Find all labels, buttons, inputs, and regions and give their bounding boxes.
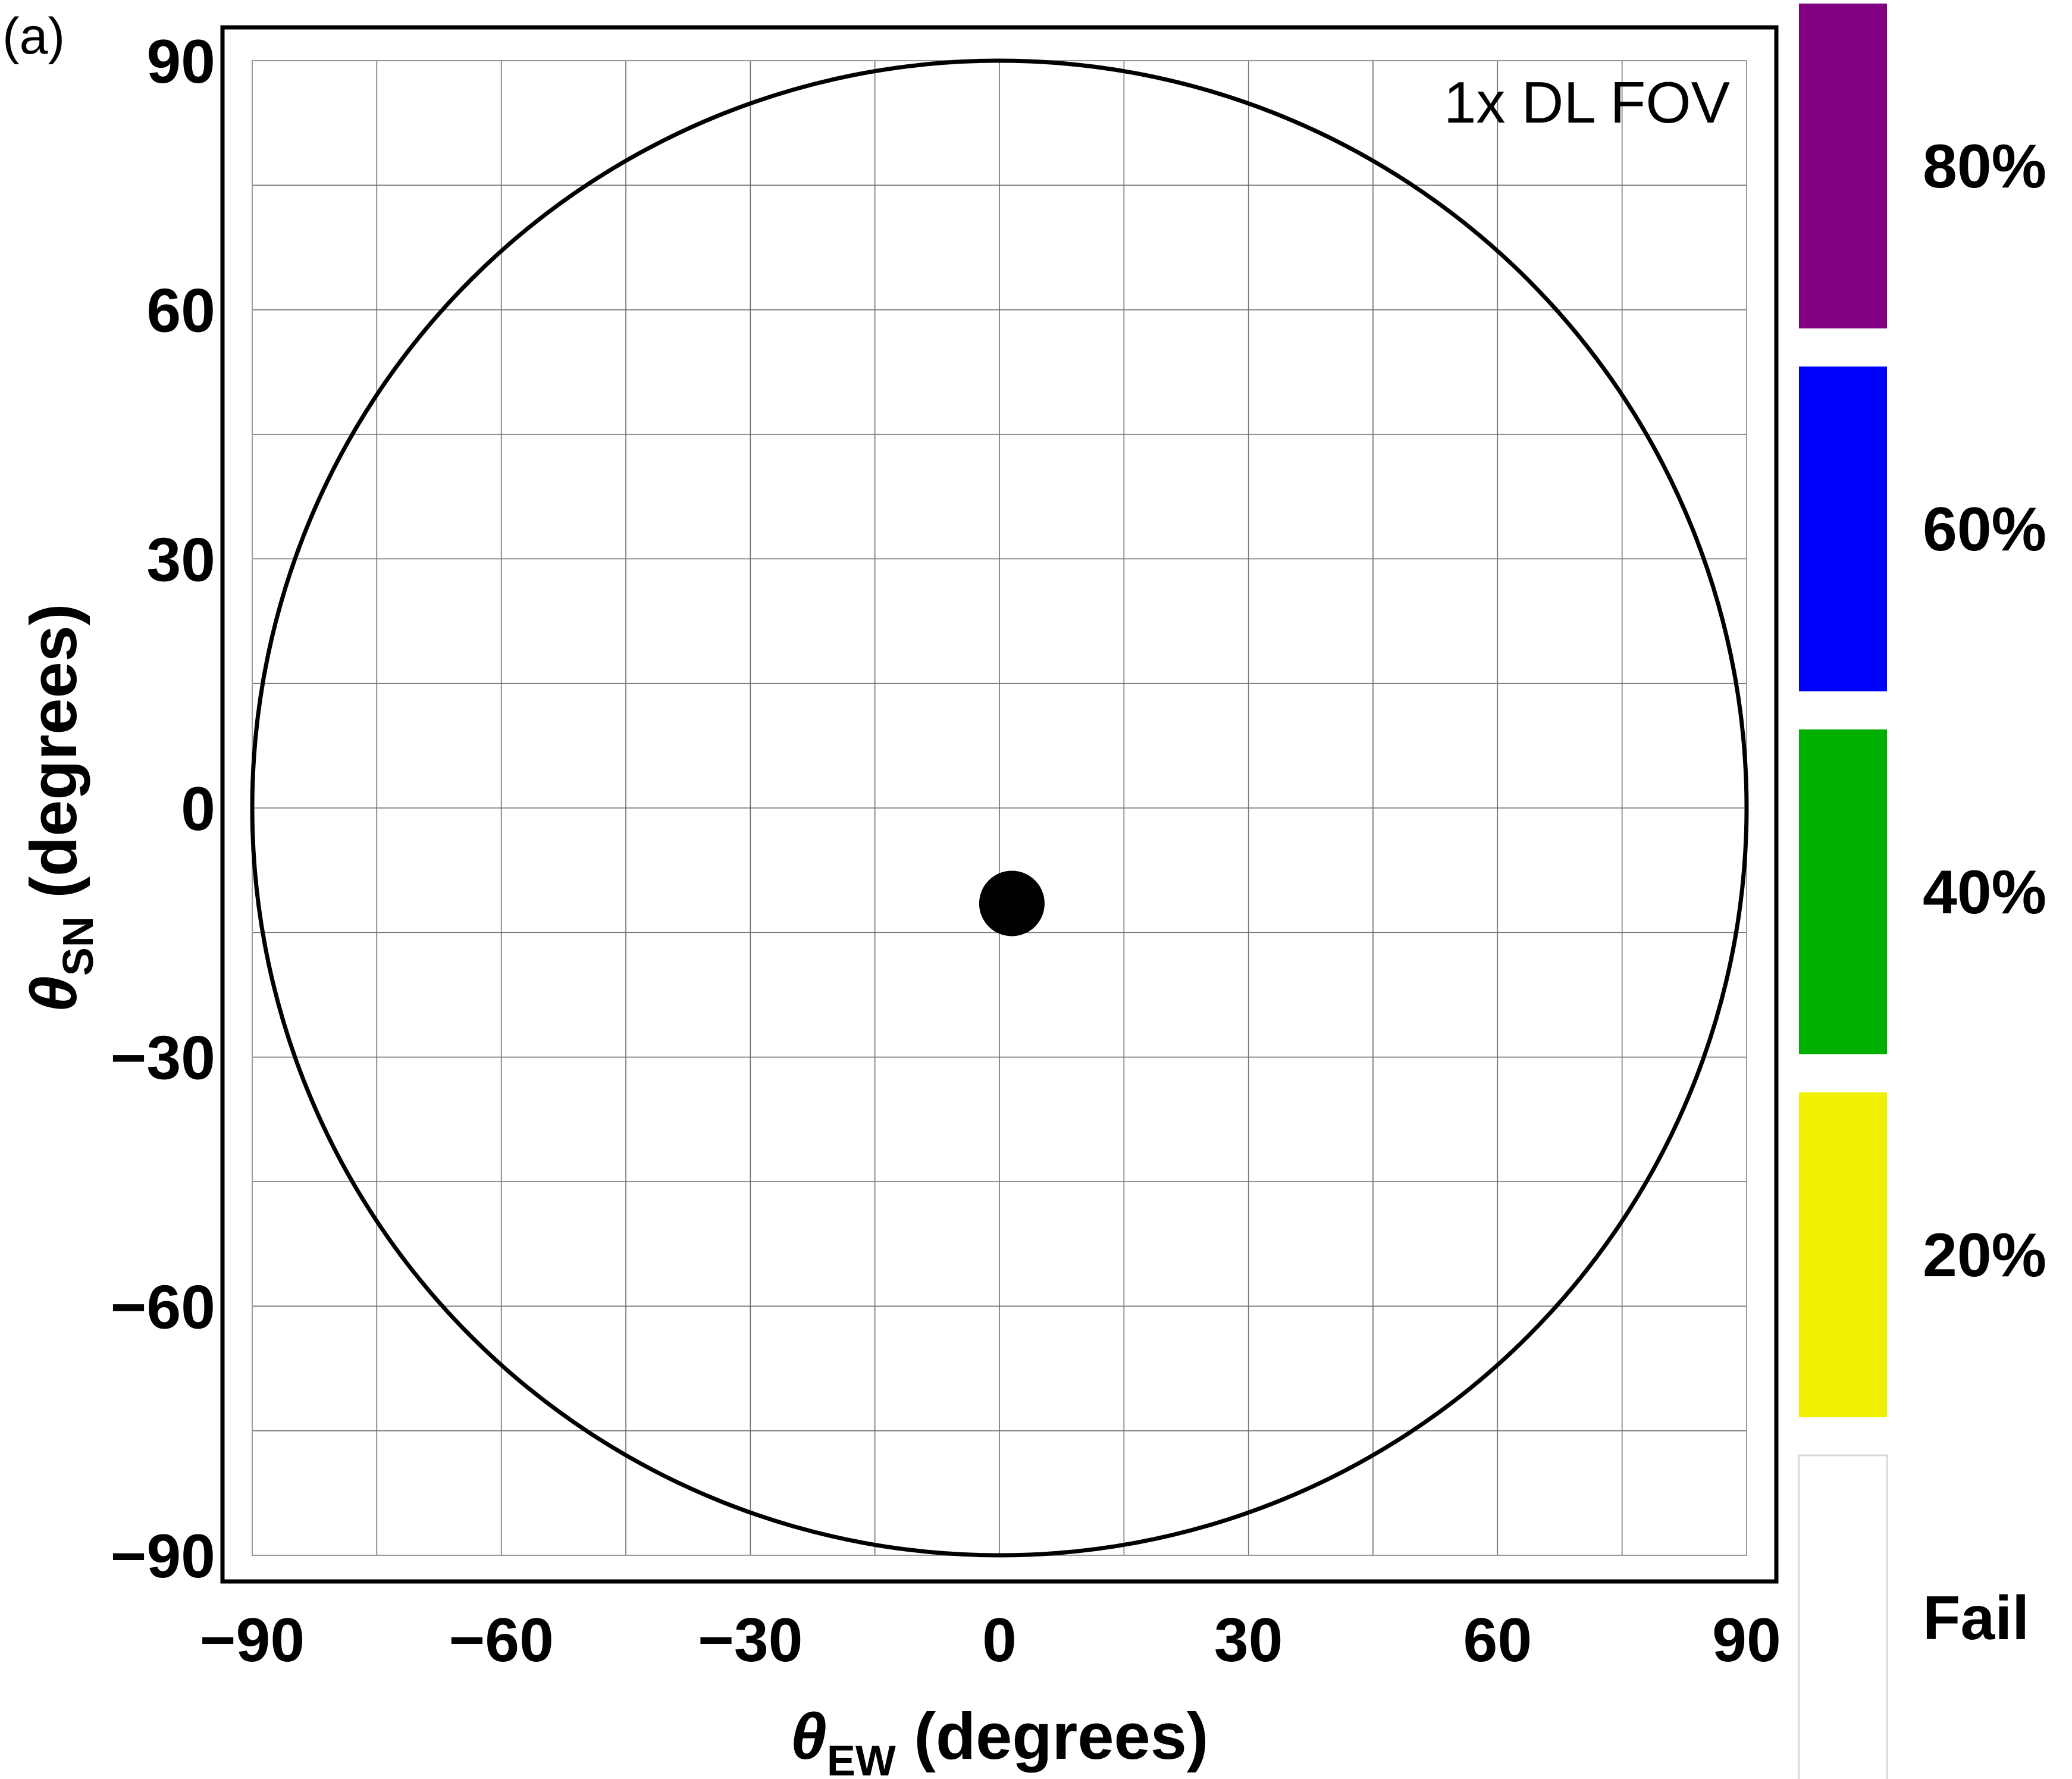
data-point bbox=[979, 870, 1045, 937]
x-axis-subscript: EW bbox=[827, 1737, 896, 1779]
y-tick-label: −90 bbox=[111, 1522, 215, 1591]
x-axis-symbol: θ bbox=[790, 1700, 826, 1773]
legend-swatch bbox=[1799, 367, 1887, 691]
y-tick-labels: −90 −60 −30 0 30 60 90 bbox=[111, 27, 215, 1591]
legend-label: Fail bbox=[1923, 1584, 2029, 1653]
x-tick-label: −90 bbox=[200, 1606, 305, 1675]
legend-label: 80% bbox=[1923, 132, 2046, 201]
y-tick-label: −30 bbox=[111, 1024, 215, 1093]
x-tick-label: 30 bbox=[1214, 1606, 1283, 1675]
legend-label: 20% bbox=[1923, 1221, 2046, 1290]
fov-annotation: 1x DL FOV bbox=[1444, 70, 1730, 135]
y-tick-label: 90 bbox=[146, 27, 215, 96]
fov-boundary-circle bbox=[250, 58, 1749, 1558]
y-axis-title: θSN (degrees) bbox=[17, 603, 102, 1012]
legend-label: 60% bbox=[1923, 495, 2046, 564]
y-axis-symbol: θ bbox=[17, 976, 90, 1012]
y-axis-text: (degrees) bbox=[17, 603, 90, 916]
x-tick-label: 0 bbox=[982, 1606, 1017, 1675]
x-tick-label: 90 bbox=[1712, 1606, 1781, 1675]
x-tick-label: −60 bbox=[449, 1606, 553, 1675]
panel-label: (a) bbox=[2, 8, 65, 65]
legend-swatch bbox=[1798, 1454, 1888, 1779]
legend-label: 40% bbox=[1923, 858, 2046, 927]
x-axis-text: (degrees) bbox=[896, 1700, 1209, 1773]
y-tick-label: 60 bbox=[146, 277, 215, 346]
data-points bbox=[979, 870, 1045, 937]
x-axis-title: θEW (degrees) bbox=[790, 1700, 1208, 1779]
y-tick-label: −60 bbox=[111, 1273, 215, 1342]
x-tick-label: −30 bbox=[698, 1606, 803, 1675]
color-legend: 80% 60% 40% 20% Fail bbox=[1798, 4, 2046, 1779]
y-tick-label: 0 bbox=[181, 775, 215, 844]
y-axis-subscript: SN bbox=[55, 916, 102, 976]
x-tick-label: 60 bbox=[1463, 1606, 1532, 1675]
legend-swatch bbox=[1799, 1092, 1887, 1417]
legend-swatch bbox=[1799, 4, 1887, 328]
x-tick-labels: −90 −60 −30 0 30 60 90 bbox=[200, 1606, 1781, 1675]
y-tick-label: 30 bbox=[146, 525, 215, 594]
legend-swatch bbox=[1799, 729, 1887, 1054]
